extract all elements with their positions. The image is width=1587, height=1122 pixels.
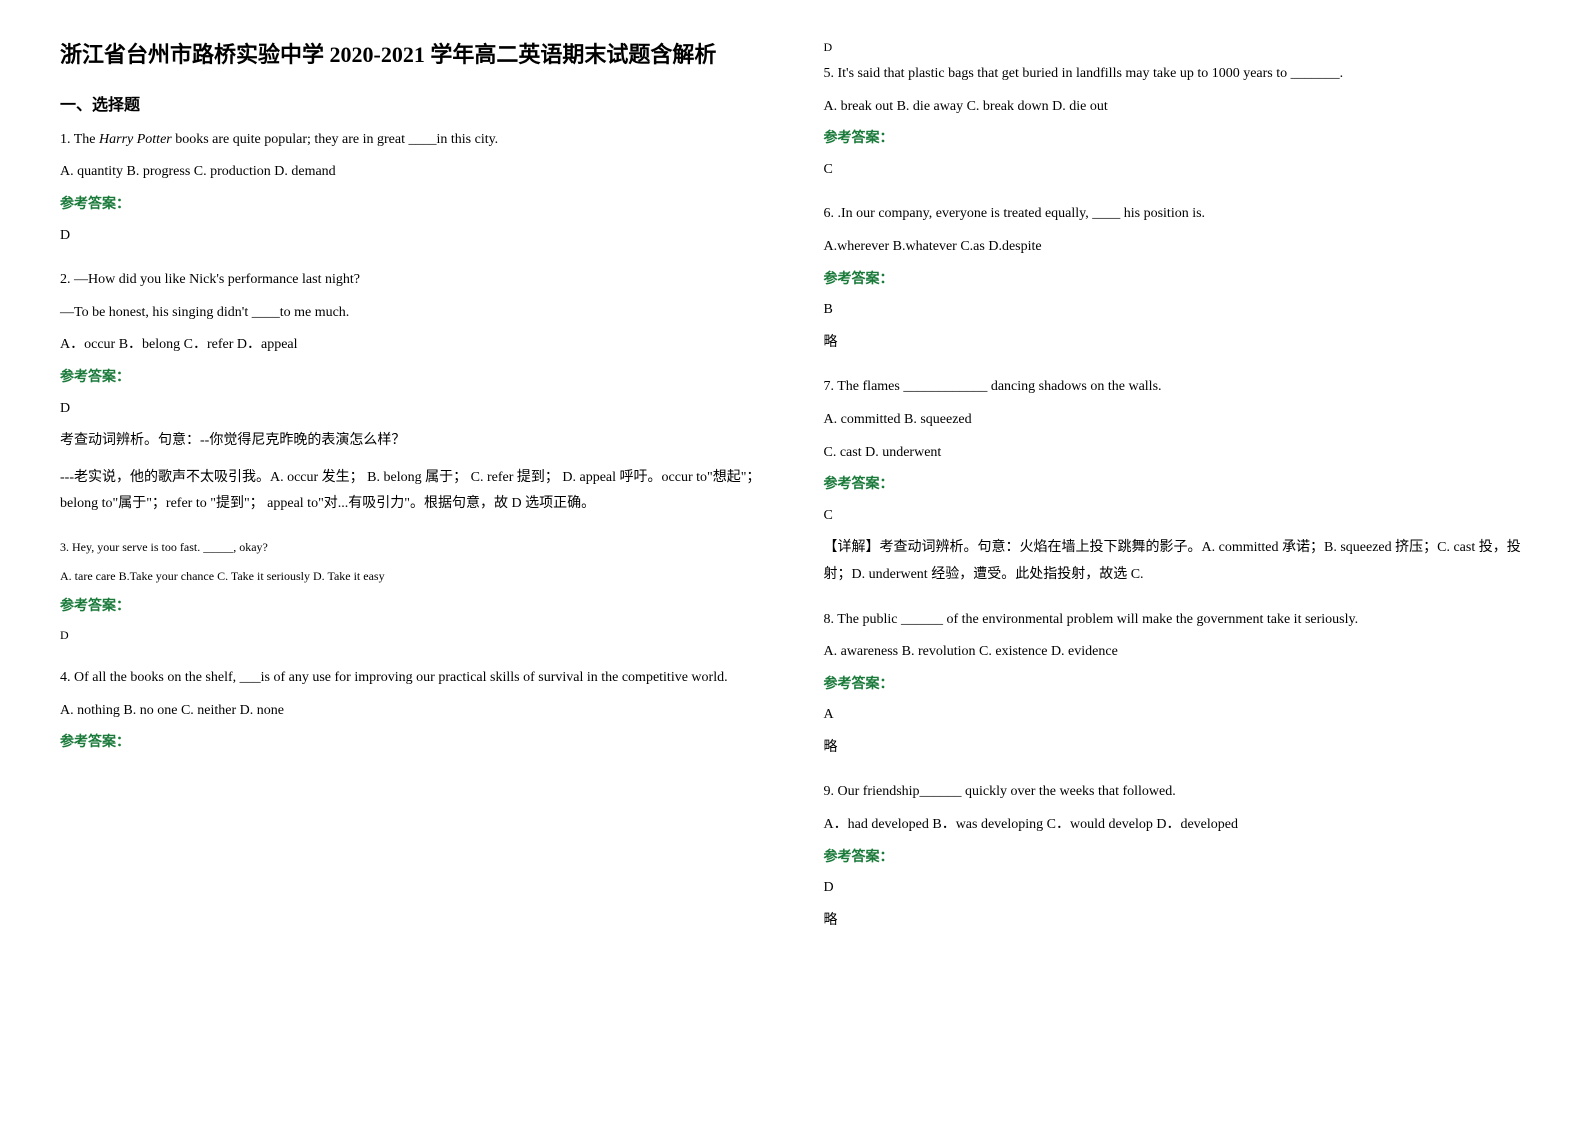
section-heading: 一、选择题 <box>60 91 764 115</box>
question-1: 1. The Harry Potter books are quite popu… <box>60 127 764 249</box>
right-column: D 5. It's said that plastic bags that ge… <box>824 40 1528 952</box>
answer-label: 参考答案： <box>824 267 1528 294</box>
q7-explain: 【详解】考查动词辨析。句意：火焰在墙上投下跳舞的影子。A. committed … <box>824 535 1528 588</box>
q2-line2: —To be honest, his singing didn't ____to… <box>60 300 764 327</box>
q3-text: 3. Hey, your serve is too fast. _____, o… <box>60 536 764 559</box>
answer-label: 参考答案： <box>824 845 1528 872</box>
exam-page: 浙江省台州市路桥实验中学 2020-2021 学年高二英语期末试题含解析 一、选… <box>60 40 1527 952</box>
q5-answer: C <box>824 157 1528 184</box>
q1-answer: D <box>60 223 764 250</box>
q4-options: A. nothing B. no one C. neither D. none <box>60 698 764 725</box>
q6-answer: B <box>824 297 1528 324</box>
question-4: 4. Of all the books on the shelf, ___is … <box>60 665 764 757</box>
q4-answer: D <box>824 40 1528 55</box>
doc-title: 浙江省台州市路桥实验中学 2020-2021 学年高二英语期末试题含解析 <box>60 40 764 71</box>
q8-options: A. awareness B. revolution C. existence … <box>824 639 1528 666</box>
question-8: 8. The public ______ of the environmenta… <box>824 607 1528 762</box>
question-7: 7. The flames ____________ dancing shado… <box>824 374 1528 588</box>
q8-text: 8. The public ______ of the environmenta… <box>824 607 1528 634</box>
question-2: 2. —How did you like Nick's performance … <box>60 267 764 518</box>
q2-line1: 2. —How did you like Nick's performance … <box>60 267 764 294</box>
q3-options2: A. tare care B.Take your chance C. Take … <box>60 565 764 588</box>
q2-explain1: 考查动词辨析。句意：--你觉得尼克昨晚的表演怎么样？ <box>60 428 764 455</box>
question-5: 5. It's said that plastic bags that get … <box>824 61 1528 183</box>
q4-text: 4. Of all the books on the shelf, ___is … <box>60 665 764 692</box>
q2-answer: D <box>60 396 764 423</box>
left-column: 浙江省台州市路桥实验中学 2020-2021 学年高二英语期末试题含解析 一、选… <box>60 40 764 952</box>
answer-label: 参考答案： <box>824 672 1528 699</box>
q1-text: 1. The Harry Potter books are quite popu… <box>60 127 764 154</box>
q9-options: A．had developed B．was developing C．would… <box>824 812 1528 839</box>
q3-answer: D <box>60 624 764 647</box>
answer-label: 参考答案： <box>60 594 764 621</box>
question-9: 9. Our friendship______ quickly over the… <box>824 779 1528 934</box>
q1-pre: 1. The <box>60 132 99 147</box>
q6-text: 6. .In our company, everyone is treated … <box>824 201 1528 228</box>
answer-label: 参考答案： <box>60 365 764 392</box>
answer-label: 参考答案： <box>824 126 1528 153</box>
q5-text: 5. It's said that plastic bags that get … <box>824 61 1528 88</box>
q7-text: 7. The flames ____________ dancing shado… <box>824 374 1528 401</box>
answer-label: 参考答案： <box>60 730 764 757</box>
q9-text: 9. Our friendship______ quickly over the… <box>824 779 1528 806</box>
q7-options1: A. committed B. squeezed <box>824 407 1528 434</box>
answer-label: 参考答案： <box>824 472 1528 499</box>
question-6: 6. .In our company, everyone is treated … <box>824 201 1528 356</box>
q8-answer: A <box>824 702 1528 729</box>
q8-omit: 略 <box>824 735 1528 762</box>
q9-omit: 略 <box>824 908 1528 935</box>
q6-omit: 略 <box>824 330 1528 357</box>
q1-post: books are quite popular; they are in gre… <box>172 132 498 147</box>
answer-label: 参考答案： <box>60 192 764 219</box>
q7-answer: C <box>824 503 1528 530</box>
q1-options: A. quantity B. progress C. production D.… <box>60 159 764 186</box>
q5-options: A. break out B. die away C. break down D… <box>824 94 1528 121</box>
q7-options2: C. cast D. underwent <box>824 440 1528 467</box>
q6-options: A.wherever B.whatever C.as D.despite <box>824 234 1528 261</box>
q1-italic: Harry Potter <box>99 132 172 147</box>
question-3: 3. Hey, your serve is too fast. _____, o… <box>60 536 764 647</box>
q2-options: A．occur B．belong C．refer D．appeal <box>60 332 764 359</box>
q9-answer: D <box>824 875 1528 902</box>
q2-explain2: ---老实说，他的歌声不太吸引我。A. occur 发生； B. belong … <box>60 465 764 518</box>
